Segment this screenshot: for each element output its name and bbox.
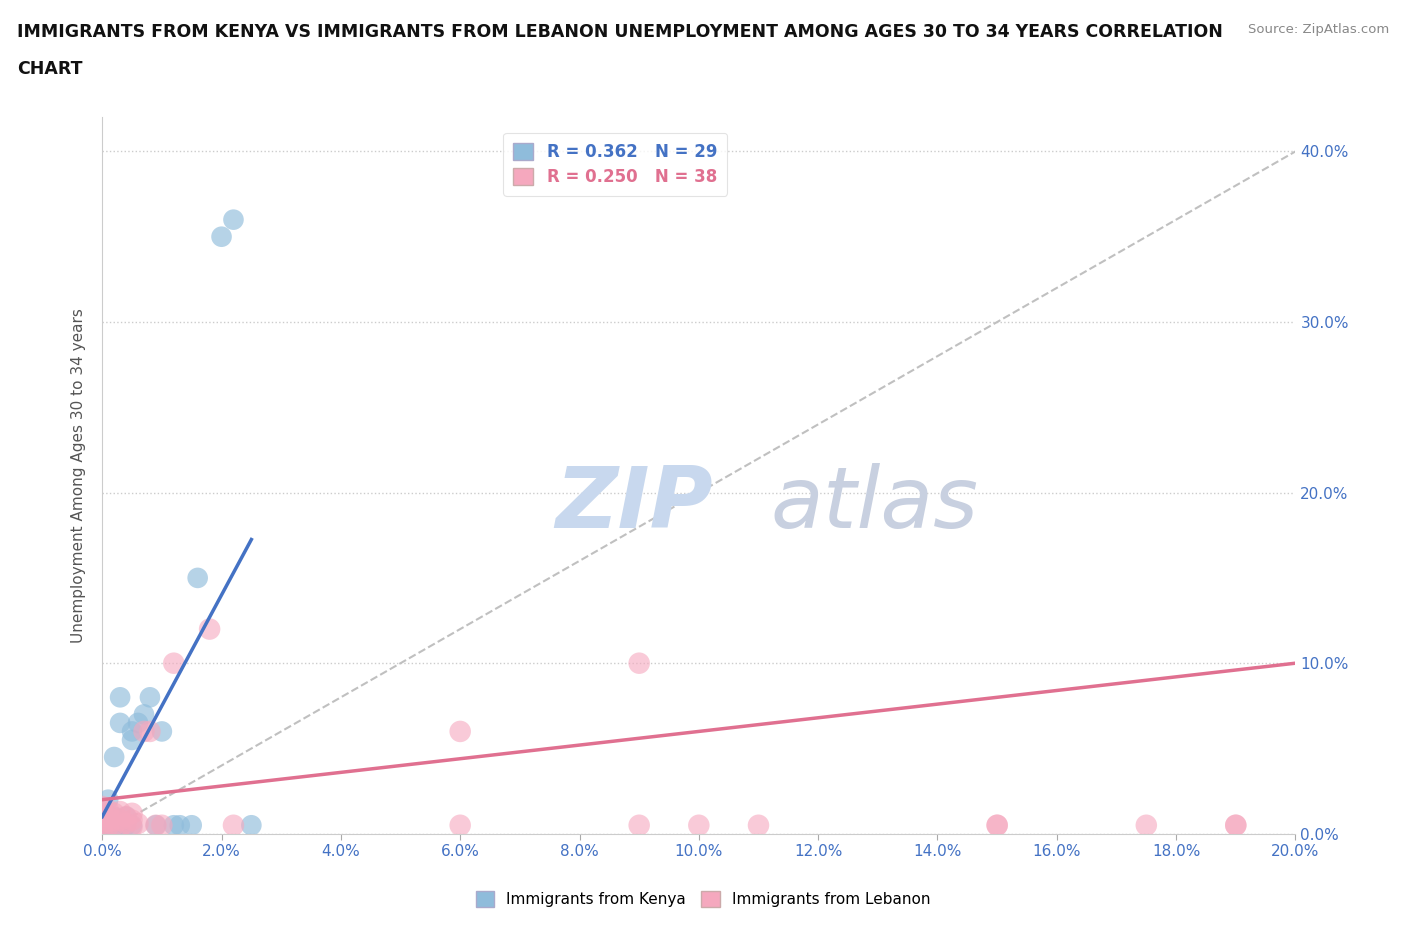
Point — [103, 806, 125, 821]
Point — [688, 817, 710, 832]
Point — [115, 817, 138, 831]
Point — [97, 807, 120, 822]
Point — [108, 715, 131, 730]
Point — [132, 724, 155, 738]
Point — [103, 819, 125, 834]
Text: Source: ZipAtlas.com: Source: ZipAtlas.com — [1249, 23, 1389, 36]
Point — [108, 819, 131, 834]
Point — [103, 815, 125, 830]
Point — [108, 690, 131, 705]
Point — [145, 817, 167, 832]
Legend: Immigrants from Kenya, Immigrants from Lebanon: Immigrants from Kenya, Immigrants from L… — [470, 884, 936, 913]
Point — [97, 815, 120, 830]
Point — [115, 817, 138, 832]
Point — [986, 817, 1008, 832]
Point — [150, 724, 173, 738]
Point — [1225, 817, 1247, 832]
Point — [240, 817, 263, 832]
Point — [1135, 817, 1157, 832]
Point — [97, 803, 120, 817]
Point — [163, 656, 186, 671]
Point — [127, 817, 149, 831]
Point — [121, 724, 143, 738]
Point — [139, 690, 162, 705]
Point — [108, 813, 131, 828]
Y-axis label: Unemployment Among Ages 30 to 34 years: Unemployment Among Ages 30 to 34 years — [72, 308, 86, 643]
Point — [103, 817, 125, 832]
Point — [103, 809, 125, 824]
Point — [145, 817, 167, 832]
Point — [986, 817, 1008, 832]
Point — [628, 817, 651, 832]
Point — [150, 817, 173, 832]
Text: ZIP: ZIP — [555, 463, 713, 546]
Point — [169, 817, 191, 832]
Point — [91, 817, 114, 832]
Point — [91, 799, 114, 814]
Point — [211, 230, 233, 245]
Point — [103, 813, 125, 828]
Point — [449, 724, 471, 738]
Text: CHART: CHART — [17, 60, 83, 78]
Point — [121, 819, 143, 834]
Point — [108, 817, 131, 832]
Point — [115, 809, 138, 824]
Point — [121, 806, 143, 821]
Text: IMMIGRANTS FROM KENYA VS IMMIGRANTS FROM LEBANON UNEMPLOYMENT AMONG AGES 30 TO 3: IMMIGRANTS FROM KENYA VS IMMIGRANTS FROM… — [17, 23, 1223, 41]
Point — [121, 817, 143, 832]
Point — [187, 570, 209, 585]
Text: atlas: atlas — [770, 463, 979, 546]
Point — [180, 817, 202, 832]
Point — [628, 656, 651, 671]
Point — [222, 212, 245, 227]
Point — [91, 804, 114, 819]
Point — [139, 724, 162, 738]
Point — [91, 821, 114, 836]
Point — [108, 804, 131, 819]
Point — [132, 707, 155, 722]
Point — [91, 809, 114, 824]
Point — [97, 815, 120, 830]
Point — [222, 817, 245, 832]
Point — [747, 817, 769, 832]
Point — [91, 817, 114, 831]
Point — [163, 817, 186, 832]
Point — [1225, 817, 1247, 832]
Point — [115, 809, 138, 824]
Point — [103, 750, 125, 764]
Point — [97, 792, 120, 807]
Point — [121, 733, 143, 748]
Point — [91, 809, 114, 824]
Point — [198, 621, 221, 636]
Point — [449, 817, 471, 832]
Point — [97, 819, 120, 834]
Legend: R = 0.362   N = 29, R = 0.250   N = 38: R = 0.362 N = 29, R = 0.250 N = 38 — [503, 133, 727, 196]
Point — [97, 821, 120, 836]
Point — [121, 813, 143, 828]
Point — [127, 715, 149, 730]
